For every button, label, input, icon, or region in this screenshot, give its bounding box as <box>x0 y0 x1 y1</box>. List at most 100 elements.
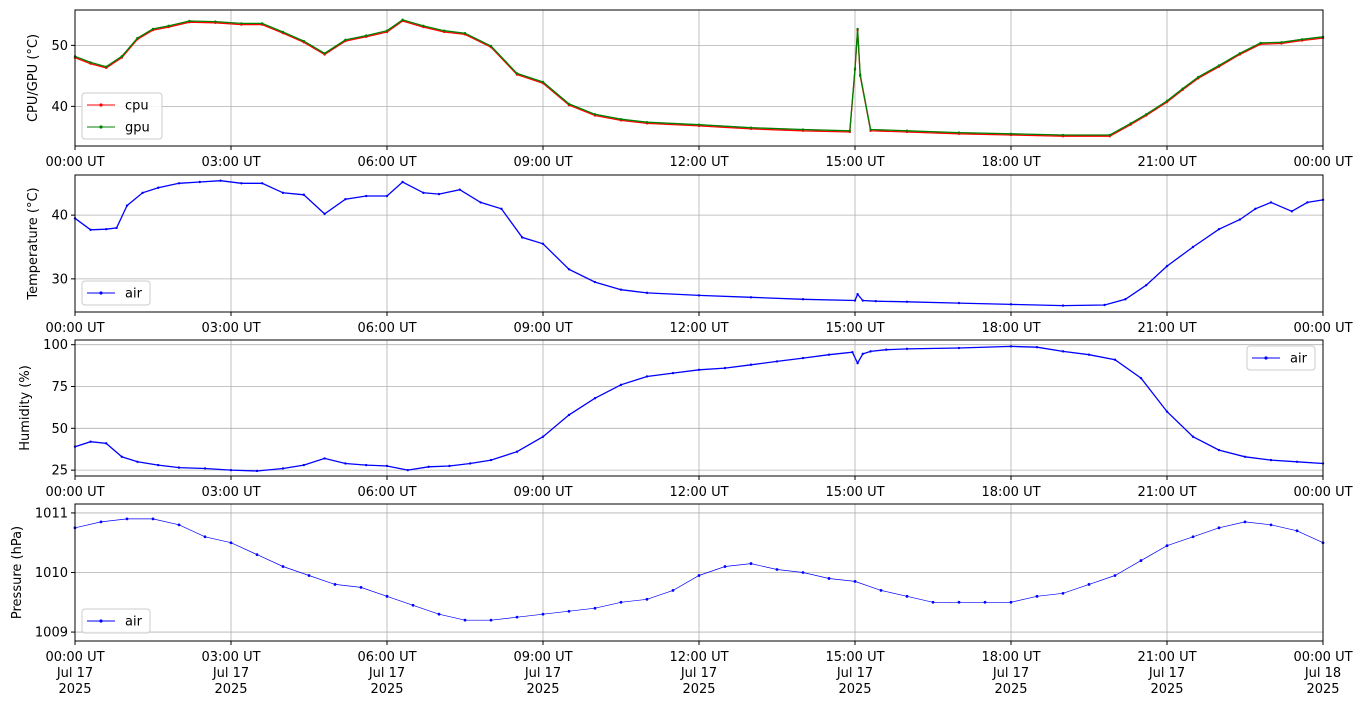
data-point <box>443 29 446 32</box>
x-tick-label: 12:00 UT <box>669 650 728 665</box>
legend-swatch-marker <box>99 103 103 107</box>
x-tick-label: 09:00 UT <box>513 485 572 500</box>
data-point <box>1243 455 1247 458</box>
x-tick-year-label: 2025 <box>682 682 715 697</box>
data-point <box>489 44 493 48</box>
legend: air <box>1246 345 1316 371</box>
data-point <box>281 30 285 34</box>
legend-box <box>1246 345 1316 371</box>
x-tick-date-label: Jul 17 <box>212 666 249 681</box>
data-point <box>856 27 859 31</box>
x-tick-label: 00:00 UT <box>1293 321 1352 336</box>
data-point <box>861 352 864 356</box>
data-point <box>385 594 389 598</box>
data-point <box>723 565 727 568</box>
data-point <box>931 600 935 604</box>
data-point <box>1061 350 1065 353</box>
x-tick-label: 03:00 UT <box>201 485 260 500</box>
data-point <box>105 442 108 445</box>
data-point <box>671 588 675 592</box>
data-point <box>151 517 155 521</box>
data-point <box>120 455 124 458</box>
data-point <box>401 180 404 184</box>
series-line-air <box>74 345 1324 472</box>
x-tick-label: 12:00 UT <box>669 155 728 170</box>
data-point <box>105 65 108 68</box>
data-point <box>1035 345 1039 349</box>
x-tick-label: 00:00 UT <box>1293 650 1352 665</box>
data-point <box>1191 535 1195 539</box>
data-point <box>255 469 259 473</box>
data-point <box>593 397 597 400</box>
x-tick-label: 15:00 UT <box>825 155 884 170</box>
data-point <box>1243 520 1247 524</box>
data-point <box>775 568 779 571</box>
data-point <box>1217 526 1221 530</box>
data-point <box>885 348 888 351</box>
data-point <box>115 226 118 230</box>
data-point <box>957 301 961 305</box>
x-tick-year-label: 2025 <box>1306 682 1339 697</box>
data-point <box>151 27 155 31</box>
x-tick-label: 18:00 UT <box>981 321 1040 336</box>
x-tick-date-label: Jul 17 <box>1148 666 1185 681</box>
data-point <box>261 22 264 25</box>
data-point <box>307 574 311 577</box>
data-point <box>422 191 425 195</box>
data-point <box>479 201 482 204</box>
legend-swatch-marker <box>99 291 103 295</box>
data-point <box>177 466 181 469</box>
x-tick-date-label: Jul 17 <box>368 666 405 681</box>
data-point <box>99 520 103 524</box>
data-point <box>1087 583 1091 586</box>
chart-humidity: 25 50 75 100 00:00 UT 03:00 UT 06:00 UT 09:00 U… <box>18 338 1353 500</box>
x-tick-year-label: 2025 <box>370 682 403 697</box>
data-point <box>541 612 545 616</box>
x-tick-year-label: 2025 <box>58 682 91 697</box>
data-point <box>1217 64 1221 67</box>
data-point <box>427 465 430 468</box>
data-point <box>619 600 623 604</box>
data-point <box>255 553 259 557</box>
data-point <box>1009 345 1013 348</box>
data-point <box>853 299 857 302</box>
y-tick-label: 50 <box>51 39 68 54</box>
x-tick-label: 18:00 UT <box>981 650 1040 665</box>
legend-swatch-marker <box>99 619 103 623</box>
data-point <box>463 618 467 622</box>
data-point <box>851 351 854 354</box>
data-point <box>749 363 753 366</box>
data-point <box>957 600 961 604</box>
data-point <box>1306 201 1309 204</box>
data-point <box>905 594 909 598</box>
data-point <box>1124 298 1127 301</box>
data-point <box>125 517 129 521</box>
data-point <box>515 615 519 619</box>
data-point <box>1269 201 1273 204</box>
y-tick-label: 100 <box>43 338 68 353</box>
data-point <box>567 609 571 613</box>
data-point <box>1108 133 1112 137</box>
x-tick-label: 21:00 UT <box>1137 321 1196 336</box>
data-point <box>177 523 181 527</box>
data-point <box>1165 544 1169 548</box>
data-point <box>905 347 909 351</box>
y-axis-label: Temperature (°C) <box>26 187 41 300</box>
data-point <box>1280 41 1283 44</box>
data-point <box>323 52 326 55</box>
data-point <box>281 191 285 195</box>
data-point <box>801 128 805 131</box>
legend-box <box>81 92 163 140</box>
data-point <box>1269 523 1273 527</box>
data-point <box>869 350 872 353</box>
data-point <box>861 299 864 302</box>
x-tick-date-label: Jul 18 <box>1304 666 1341 681</box>
data-point <box>229 541 233 545</box>
data-point <box>1165 264 1169 268</box>
data-point <box>1035 594 1039 598</box>
x-tick-label: 06:00 UT <box>357 650 416 665</box>
data-point <box>645 375 649 378</box>
data-point <box>856 361 859 365</box>
data-point <box>125 204 129 207</box>
x-tick-label: 21:00 UT <box>1137 155 1196 170</box>
